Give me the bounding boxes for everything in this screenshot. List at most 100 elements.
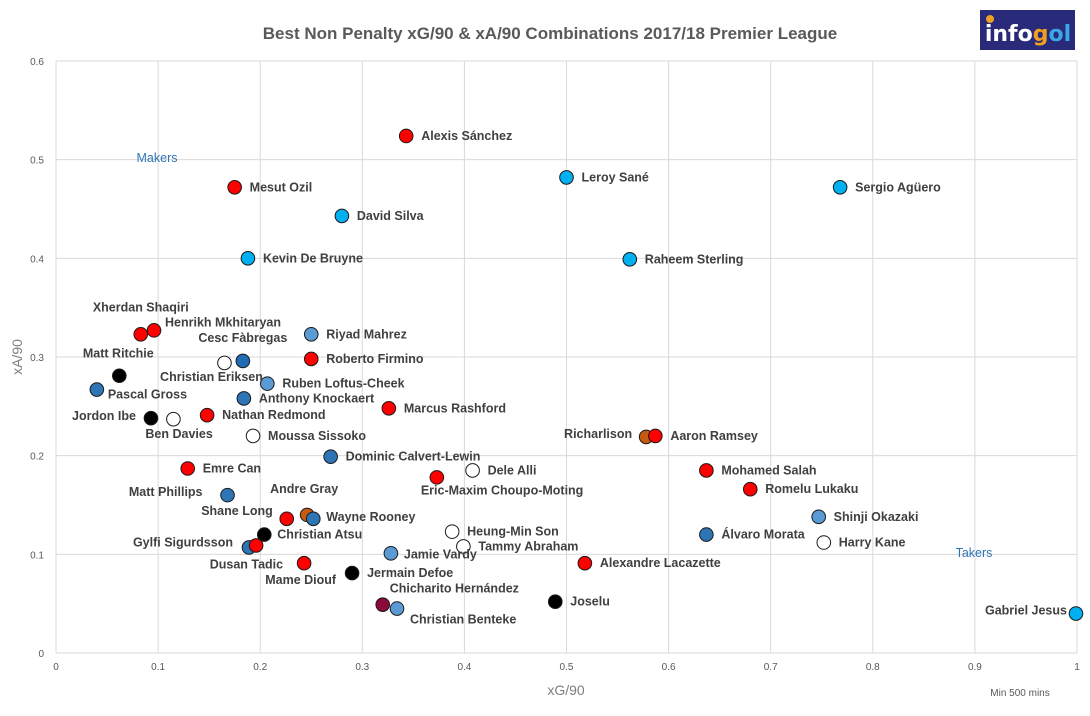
makers-annotation: Makers	[137, 151, 178, 165]
data-point	[344, 565, 360, 581]
data-point	[303, 327, 319, 342]
data-point	[260, 376, 275, 391]
y-tick-label: 0.2	[30, 452, 44, 463]
point-label: Tammy Abraham	[478, 539, 578, 553]
data-point	[429, 470, 445, 485]
x-tick-label: 0.1	[151, 662, 165, 673]
point-label: Andre Gray	[270, 482, 338, 496]
point-label: Joselu	[570, 595, 610, 609]
point-label: Marcus Rashford	[404, 401, 506, 415]
data-point	[305, 511, 321, 527]
point-label: Wayne Rooney	[326, 510, 415, 524]
point-label: Shane Long	[201, 504, 273, 518]
data-point	[180, 461, 196, 476]
y-tick-label: 0.3	[30, 353, 44, 364]
data-point	[699, 463, 714, 478]
point-label: Ben Davies	[145, 427, 212, 441]
point-label: Heung-Min Son	[467, 525, 559, 539]
data-point	[236, 391, 252, 406]
point-label: Raheem Sterling	[645, 252, 744, 266]
data-point	[235, 353, 251, 369]
min-minutes-note: Min 500 mins	[990, 688, 1049, 699]
data-point	[217, 355, 232, 371]
x-tick-label: 0.7	[764, 662, 778, 673]
data-point	[398, 128, 414, 144]
data-point	[279, 511, 295, 527]
data-point	[1068, 606, 1084, 621]
point-label: David Silva	[357, 209, 425, 223]
point-label: Nathan Redmond	[222, 408, 325, 422]
data-point	[334, 208, 350, 224]
point-label: Roberto Firmino	[326, 352, 424, 366]
point-label: Henrikh Mkhitaryan	[165, 315, 281, 329]
x-tick-label: 0.4	[457, 662, 471, 673]
point-label: Harry Kane	[839, 535, 906, 549]
point-label: Dusan Tadic	[210, 557, 283, 571]
data-point	[622, 252, 638, 267]
point-labels: Alexis Sánchez Leroy Sané Sergio Agüero Mes…	[72, 129, 1067, 627]
point-label: Pascal Gross	[108, 388, 187, 402]
svg-text:infogol: infogol	[985, 22, 1071, 47]
data-point	[699, 527, 714, 542]
data-point	[227, 179, 242, 195]
data-point	[832, 179, 848, 195]
data-point	[245, 428, 261, 444]
point-label: Jamie Vardy	[404, 547, 477, 561]
x-axis-title: xG/90	[547, 682, 585, 698]
data-point	[199, 407, 215, 423]
data-point	[166, 411, 181, 427]
data-point	[456, 539, 471, 554]
y-tick-label: 0.6	[30, 57, 44, 68]
y-tick-label: 0.1	[30, 550, 44, 561]
data-point	[89, 382, 105, 397]
data-point	[296, 555, 312, 571]
data-point	[547, 594, 563, 609]
point-label: Gylfi Sigurdsson	[133, 535, 233, 549]
data-point	[112, 368, 127, 384]
data-point	[133, 327, 149, 342]
data-point	[559, 170, 574, 185]
data-point	[742, 481, 758, 497]
point-label: Kevin De Bruyne	[263, 251, 363, 265]
y-tick-label: 0.4	[30, 254, 44, 265]
point-label: Alexandre Lacazette	[600, 556, 721, 570]
data-point	[389, 601, 405, 616]
data-point	[816, 535, 832, 550]
point-label: Riyad Mahrez	[326, 327, 407, 341]
point-label: Mame Diouf	[265, 573, 337, 587]
y-tick-label: 0.5	[30, 156, 44, 167]
data-point	[375, 597, 391, 612]
point-label: Chicharito Hernández	[390, 582, 519, 596]
chart-title: Best Non Penalty xG/90 & xA/90 Combinati…	[263, 24, 837, 43]
point-label: Dele Alli	[488, 463, 537, 477]
point-label: Dominic Calvert-Lewin	[346, 450, 481, 464]
data-point	[323, 449, 338, 464]
point-label: Christian Eriksen	[160, 370, 263, 384]
y-axis-title: xA/90	[9, 339, 25, 375]
point-label: Christian Atsu	[277, 528, 362, 542]
data-point	[465, 463, 480, 478]
data-point	[146, 323, 162, 338]
data-point	[381, 401, 397, 416]
point-label: Mesut Ozil	[250, 180, 313, 194]
point-label: Cesc Fàbregas	[198, 331, 287, 345]
data-point	[256, 527, 272, 542]
tick-labels: 0 0.1 0.2 0.3 0.4 0.5 0.6 0.7 0.8 0.9 1 0 0.1 0.2 0.3 0…	[30, 57, 1080, 673]
point-label: Emre Can	[203, 461, 261, 475]
point-label: Matt Ritchie	[83, 347, 154, 361]
data-point	[648, 428, 663, 444]
point-label: Christian Benteke	[410, 613, 516, 627]
x-tick-label: 0.3	[355, 662, 369, 673]
x-tick-label: 0.5	[560, 662, 574, 673]
point-label: Ruben Loftus-Cheek	[282, 377, 404, 391]
gridlines	[55, 60, 1078, 654]
data-point	[383, 546, 399, 561]
data-point	[240, 251, 256, 266]
data-point	[444, 524, 460, 539]
data-point	[577, 555, 593, 571]
y-tick-label: 0	[38, 649, 44, 660]
x-tick-label: 0.8	[866, 662, 880, 673]
x-tick-label: 0.6	[662, 662, 676, 673]
point-label: Romelu Lukaku	[765, 482, 858, 496]
